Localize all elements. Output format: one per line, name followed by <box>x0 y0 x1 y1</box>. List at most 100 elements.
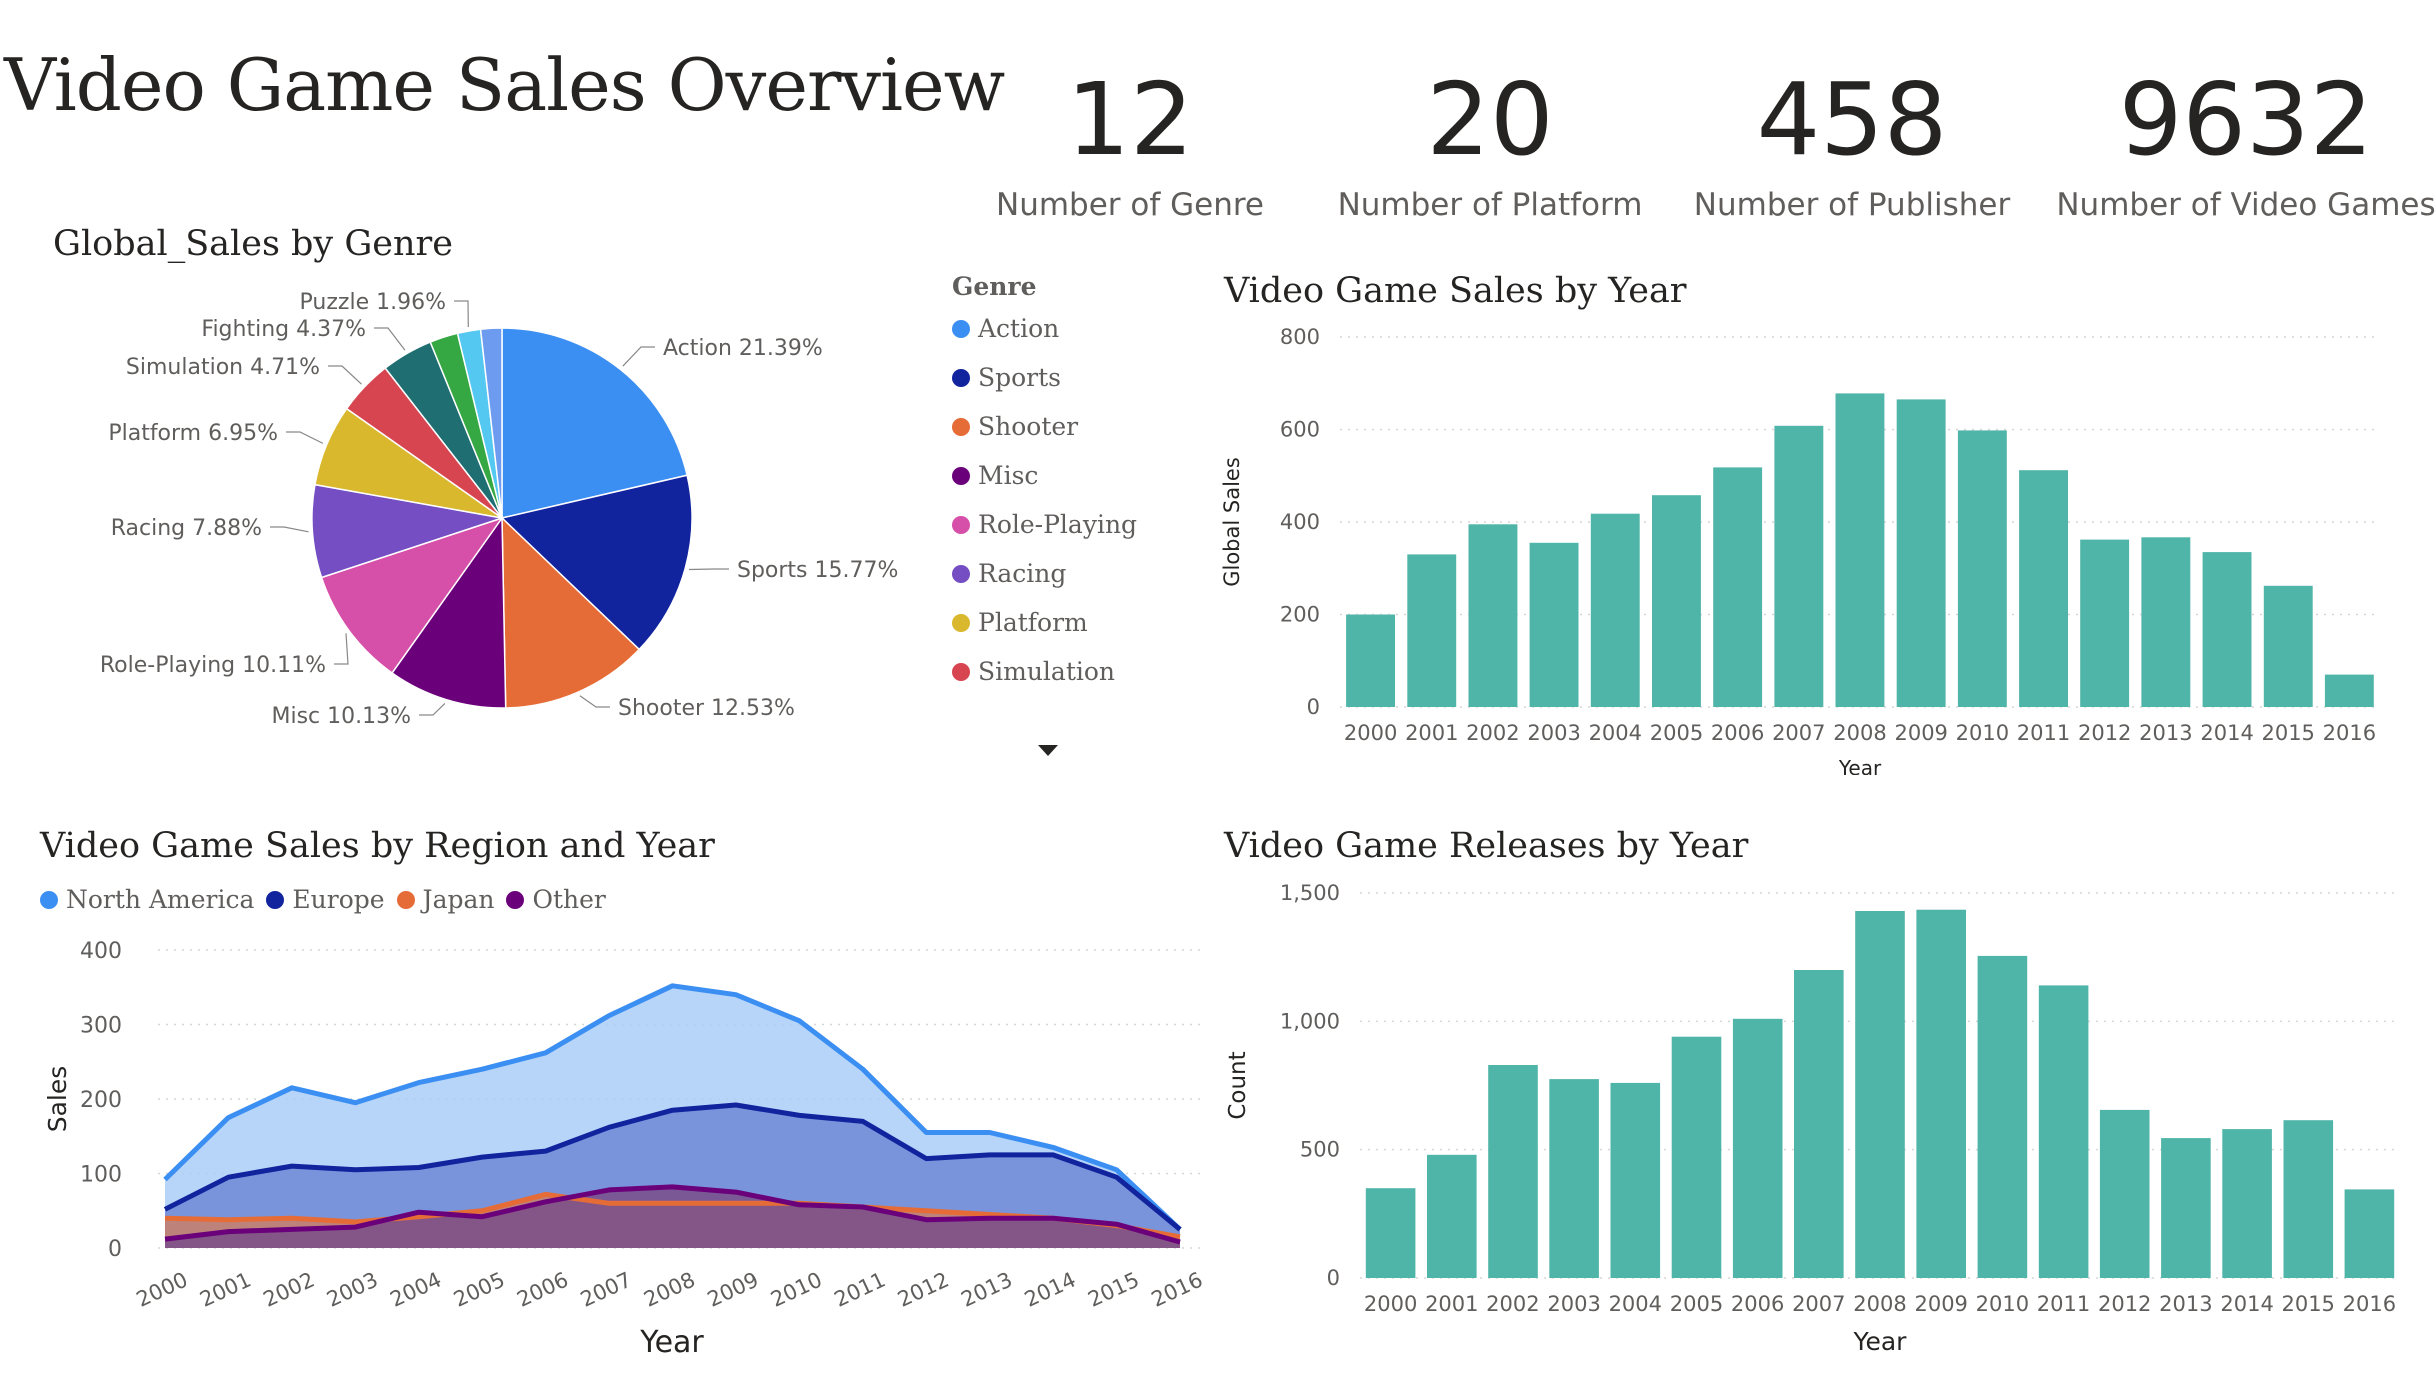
legend-item-role-playing[interactable]: Role-Playing <box>952 500 1137 549</box>
legend-swatch <box>396 890 415 909</box>
x-axis-label: Year <box>639 1325 704 1360</box>
kpi-number-of-video-games: 9632 Number of Video Games <box>2056 60 2436 240</box>
region-legend: North America Europe Japan Other <box>40 885 606 914</box>
x-tick-label: 2011 <box>831 1267 890 1311</box>
pie-slice-sports <box>500 474 693 651</box>
pie-slice-shooter <box>501 516 641 709</box>
bar-2006 <box>1713 467 1763 707</box>
bar-2004 <box>1610 1082 1661 1278</box>
bar-2002 <box>1468 524 1518 707</box>
x-tick-label: 2008 <box>640 1267 699 1311</box>
pie-data-label: Sports 15.77% <box>737 558 898 583</box>
bar-2004 <box>1590 513 1640 707</box>
legend-label: Japan <box>422 885 495 914</box>
bar-2001 <box>1427 1154 1477 1278</box>
x-tick-label: 2005 <box>1670 1292 1723 1316</box>
x-tick-label: 2004 <box>1609 1292 1662 1316</box>
legend-swatch <box>952 319 970 338</box>
legend-item-europe[interactable]: Europe <box>266 885 385 914</box>
x-tick-label: 2013 <box>957 1267 1016 1311</box>
area-other <box>165 1186 1180 1248</box>
pie-data-label: Action 21.39% <box>663 336 823 361</box>
pie-slice-racing <box>311 483 503 579</box>
kpi-value: 458 <box>1756 61 1948 178</box>
x-tick-label: 2000 <box>1364 1292 1417 1316</box>
legend-item-other[interactable]: Other <box>506 885 606 914</box>
legend-item-north-america[interactable]: North America <box>40 885 254 914</box>
legend-title: Genre <box>952 272 1037 301</box>
kpi-label: Number of Video Games <box>2056 187 2436 223</box>
legend-item-simulation[interactable]: Simulation <box>952 647 1137 696</box>
x-tick-label: 2011 <box>2017 721 2070 745</box>
kpi-label: Number of Publisher <box>1693 187 2011 223</box>
legend-item-japan[interactable]: Japan <box>396 885 495 914</box>
page-title: Video Game Sales Overview <box>4 43 1005 127</box>
x-tick-label: 2012 <box>2078 721 2131 745</box>
kpi-label: Number of Genre <box>996 187 1264 223</box>
pie-leader-line <box>419 702 446 716</box>
bar-2003 <box>1529 542 1579 707</box>
x-tick-label: 2006 <box>513 1267 572 1311</box>
x-tick-label: 2015 <box>1084 1267 1143 1311</box>
bar-2008 <box>1855 911 1905 1278</box>
x-tick-label: 2015 <box>2281 1292 2334 1316</box>
bar-2005 <box>1652 495 1701 707</box>
bar-2016 <box>2344 1189 2395 1278</box>
legend-label: Racing <box>978 559 1067 588</box>
y-tick-label: 300 <box>80 1014 122 1039</box>
x-axis-label: Year <box>1853 1327 1908 1355</box>
x-tick-label: 2015 <box>2261 721 2314 745</box>
x-tick-label: 2005 <box>1650 721 1703 745</box>
line-europe <box>163 1102 1182 1232</box>
y-tick-label: 400 <box>1280 510 1320 534</box>
legend-label: Role-Playing <box>978 510 1138 539</box>
legend-item-sports[interactable]: Sports <box>952 353 1137 402</box>
y-tick-label: 600 <box>1280 418 1320 442</box>
legend-item-racing[interactable]: Racing <box>952 549 1137 598</box>
legend-swatch <box>40 890 58 909</box>
x-tick-label: 2012 <box>2098 1292 2151 1316</box>
bar-2003 <box>1549 1079 1599 1278</box>
legend-swatch <box>952 417 970 436</box>
pie-data-label: Racing 7.88% <box>111 516 262 541</box>
pie-leader-line <box>286 431 324 444</box>
y-tick-label: 200 <box>80 1088 122 1113</box>
legend-item-platform[interactable]: Platform <box>952 598 1137 647</box>
pie-leader-line <box>328 365 362 385</box>
releases-by-year-chart: 0 500 1,000 1,500 2000 2001 2002 2003 2004 2005 20… <box>1225 881 2400 1355</box>
kpi-label: Number of Platform <box>1337 187 1643 223</box>
x-tick-label: 2007 <box>577 1267 636 1311</box>
bar-2000 <box>1346 614 1395 707</box>
bar-2015 <box>2283 1120 2334 1278</box>
bar-2005 <box>1671 1036 1722 1278</box>
pie-data-label: Puzzle 1.96% <box>300 290 446 315</box>
legend-swatch <box>952 662 970 681</box>
kpi-number-of-publisher: 458 Number of Publisher <box>1662 60 2042 240</box>
legend-label: Sports <box>978 363 1062 392</box>
y-tick-label: 0 <box>108 1237 122 1262</box>
legend-label: Shooter <box>978 412 1079 441</box>
x-tick-label: 2008 <box>1853 1292 1906 1316</box>
bar-2012 <box>2080 539 2130 707</box>
legend-scroll-down-icon[interactable] <box>1038 745 1058 756</box>
x-tick-label: 2004 <box>386 1267 445 1311</box>
y-axis-label: Sales <box>43 1066 72 1133</box>
bar-2012 <box>2099 1109 2150 1278</box>
x-tick-label: 2010 <box>1976 1292 2029 1316</box>
x-tick-label: 2016 <box>2323 721 2376 745</box>
legend-item-shooter[interactable]: Shooter <box>952 402 1137 451</box>
kpi-value: 12 <box>1066 61 1194 178</box>
legend-label: Simulation <box>978 657 1116 686</box>
legend-item-action[interactable]: Action <box>952 304 1137 353</box>
legend-item-misc[interactable]: Misc <box>952 451 1137 500</box>
bar-2011 <box>2019 470 2068 707</box>
bar-2008 <box>1835 393 1885 707</box>
releases-by-year-title: Video Game Releases by Year <box>1224 826 1749 866</box>
kpi-value: 9632 <box>2118 61 2374 178</box>
bar-2014 <box>2202 552 2252 707</box>
line-other <box>164 1184 1181 1245</box>
x-tick-label: 2014 <box>1021 1267 1080 1311</box>
legend-swatch <box>952 515 970 534</box>
legend-label: North America <box>66 885 255 914</box>
line-north-america <box>163 983 1182 1232</box>
